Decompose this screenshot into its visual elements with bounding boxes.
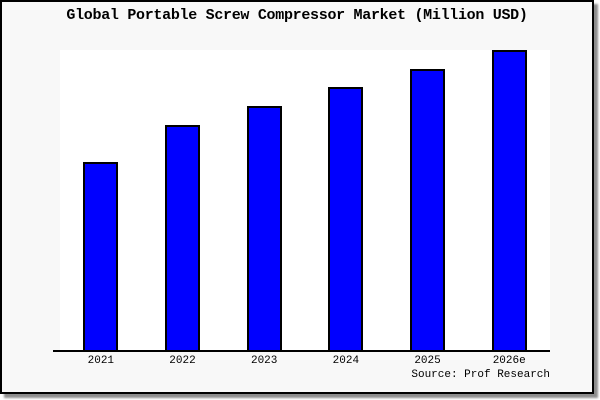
x-tick-label-2021: 2021 (87, 355, 115, 367)
x-tick-label-2023: 2023 (250, 355, 278, 367)
x-tick-label-2025: 2025 (414, 355, 441, 367)
bar-slot (142, 50, 224, 350)
bar-2026e (491, 50, 527, 350)
x-tick-label-2024: 2024 (332, 355, 360, 367)
bar-2024 (328, 86, 364, 350)
x-axis-line (53, 350, 550, 352)
plot-area (60, 50, 550, 350)
bar-slot (60, 50, 142, 350)
chart-title: Global Portable Screw Compressor Market … (66, 7, 528, 24)
bar-2025 (410, 68, 446, 350)
bar-2023 (246, 106, 282, 350)
bar-slot (387, 50, 469, 350)
x-tick-label-2022: 2022 (169, 355, 196, 367)
chart-window: Global Portable Screw Compressor Market … (0, 0, 594, 394)
x-axis-labels: 2021 2022 2023 2024 2025 2026e (60, 355, 550, 367)
source-credit: Source: Prof Research (411, 369, 550, 381)
bar-slot (305, 50, 387, 350)
bar-2021 (83, 161, 119, 350)
bar-slot (223, 50, 305, 350)
bar-slot (468, 50, 550, 350)
x-tick-label-2026e: 2026e (492, 355, 526, 367)
bar-2022 (165, 125, 200, 350)
